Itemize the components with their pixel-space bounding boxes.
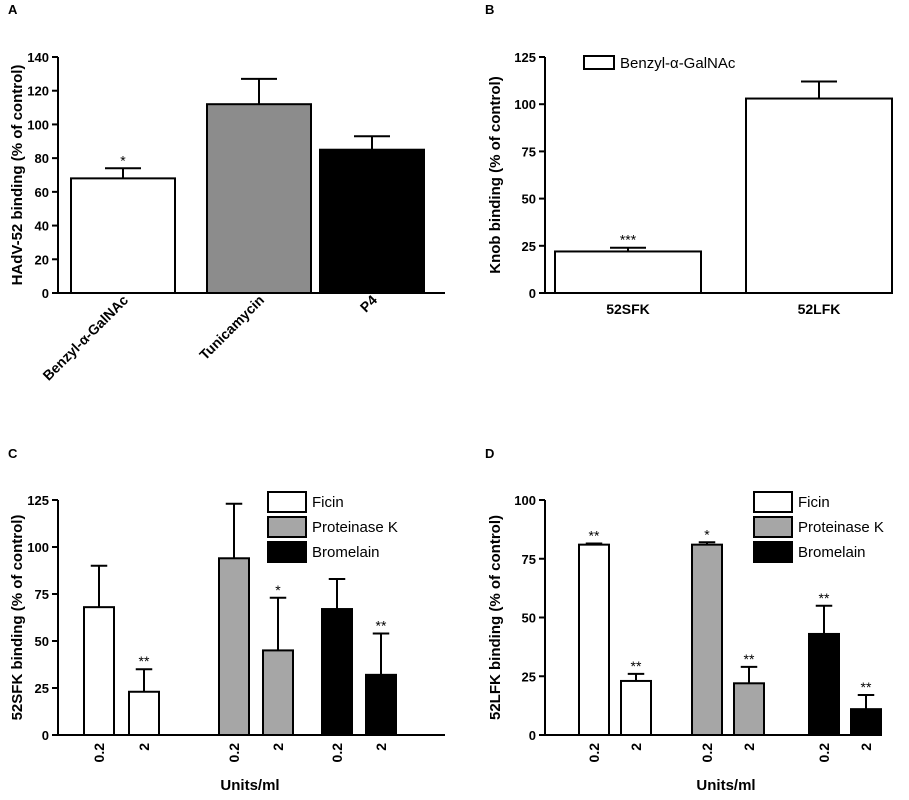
legend-label: Ficin [798, 494, 830, 511]
significance-label: * [704, 526, 710, 542]
bar [365, 673, 397, 737]
x-axis-title: Units/ml [220, 777, 279, 794]
x-axis-title: Units/ml [696, 777, 755, 794]
y-tick-label: 75 [522, 552, 536, 567]
category-label: 0.2 [816, 743, 832, 763]
bar [745, 97, 893, 295]
y-tick-label: 50 [522, 192, 536, 207]
category-label: 0.2 [329, 743, 345, 763]
bar [578, 543, 610, 737]
category-label: 52SFK [606, 301, 650, 317]
panel-letter-c: C [8, 446, 18, 461]
significance-label: ** [861, 679, 872, 695]
bar [733, 682, 765, 736]
y-axis-title: HAdV-52 binding (% of control) [9, 65, 26, 286]
category-label: 0.2 [226, 743, 242, 763]
legend-swatch [753, 541, 793, 563]
bar [70, 177, 176, 294]
category-label: 2 [741, 743, 757, 751]
y-tick-label: 100 [514, 97, 536, 112]
y-tick-label: 140 [27, 50, 49, 65]
y-tick-label: 0 [529, 286, 536, 301]
bar [620, 679, 652, 737]
category-label: 2 [373, 743, 389, 751]
legend-label: Benzyl-α-GalNAc [620, 55, 736, 72]
y-tick-label: 80 [35, 151, 49, 166]
panel-b: B 0 25 50 75 100 125 Knob binding (% of control… [485, 2, 893, 317]
significance-label: ** [139, 653, 150, 669]
category-label: Tunicamycin [196, 292, 267, 363]
legend-label: Bromelain [312, 544, 380, 561]
category-label: Benzyl-α-GalNAc [39, 292, 131, 384]
y-tick-label: 50 [35, 634, 49, 649]
y-tick-label: 40 [35, 219, 49, 234]
legend-label: Proteinase K [312, 519, 398, 536]
panel-d: D 0 25 50 75 100 52LFK binding (% of control) *… [485, 446, 884, 794]
bar [83, 606, 115, 736]
y-tick-label: 100 [514, 493, 536, 508]
legend-swatch [267, 491, 307, 513]
category-label: 52LFK [798, 301, 841, 317]
legend-swatch [267, 541, 307, 563]
bar [206, 103, 312, 294]
category-label: 2 [628, 743, 644, 751]
y-tick-label: 75 [522, 144, 536, 159]
legend-label: Ficin [312, 494, 344, 511]
bar [321, 608, 353, 736]
category-label: 0.2 [586, 743, 602, 763]
category-label: 0.2 [91, 743, 107, 763]
y-tick-label: 125 [27, 493, 49, 508]
y-tick-label: 100 [27, 117, 49, 132]
bar [128, 690, 160, 737]
y-tick-label: 0 [42, 728, 49, 743]
panel-letter-a: A [8, 2, 18, 17]
y-tick-label: 25 [522, 669, 536, 684]
legend-swatch [267, 516, 307, 538]
y-axis-title: 52SFK binding (% of control) [9, 515, 26, 721]
panel-letter-b: B [485, 2, 494, 17]
y-tick-label: 125 [514, 50, 536, 65]
significance-label: ** [589, 527, 600, 543]
category-label: 2 [270, 743, 286, 751]
bar [691, 543, 723, 737]
y-axis-title: 52LFK binding (% of control) [487, 515, 504, 720]
y-tick-label: 25 [35, 681, 49, 696]
y-tick-label: 120 [27, 84, 49, 99]
bar [808, 632, 840, 737]
category-label: P4 [357, 292, 381, 316]
category-label: 2 [858, 743, 874, 751]
category-label: 2 [136, 743, 152, 751]
significance-label: ** [819, 590, 830, 606]
bar [850, 708, 882, 737]
bar [218, 557, 250, 737]
legend-label: Proteinase K [798, 519, 884, 536]
significance-label: *** [620, 232, 637, 248]
legend-swatch [753, 491, 793, 513]
significance-label: ** [744, 651, 755, 667]
y-tick-label: 75 [35, 587, 49, 602]
significance-label: ** [376, 617, 387, 633]
significance-label: ** [631, 658, 642, 674]
y-tick-label: 20 [35, 252, 49, 267]
significance-label: * [275, 582, 281, 598]
bar [554, 250, 702, 295]
bar [262, 649, 294, 737]
y-tick-label: 0 [529, 728, 536, 743]
legend-swatch [753, 516, 793, 538]
y-tick-label: 50 [522, 611, 536, 626]
bar [319, 148, 425, 294]
category-label: 0.2 [699, 743, 715, 763]
y-tick-label: 100 [27, 540, 49, 555]
y-tick-label: 25 [522, 239, 536, 254]
y-axis-title: Knob binding (% of control) [487, 76, 504, 273]
legend-swatch [583, 55, 615, 70]
panel-letter-d: D [485, 446, 494, 461]
legend-label: Bromelain [798, 544, 866, 561]
y-tick-label: 60 [35, 185, 49, 200]
y-tick-label: 0 [42, 286, 49, 301]
significance-label: * [120, 152, 126, 168]
